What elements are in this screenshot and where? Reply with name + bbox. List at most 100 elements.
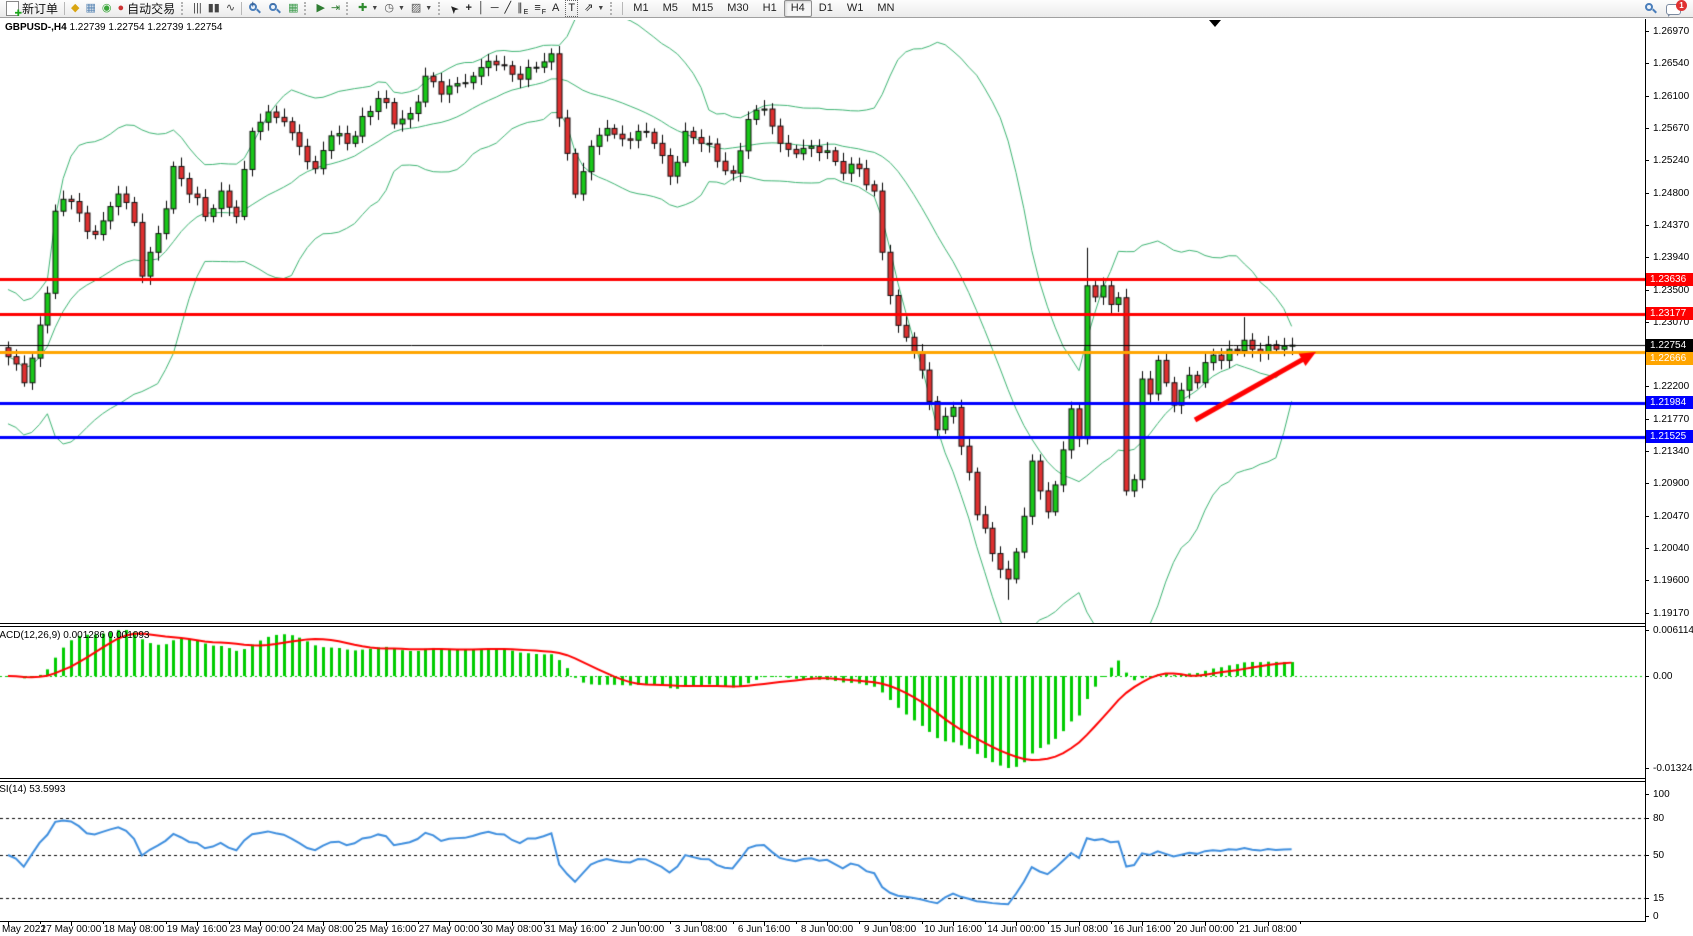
macd-pane-canvas[interactable] [0,627,1645,777]
time-tick [197,921,198,926]
price-tick-label: 1.25240 [1653,155,1690,166]
new-order-button-label: 新订单 [22,2,59,16]
time-tick [449,921,450,926]
timeframe-mn[interactable]: MN [877,2,895,14]
rsi-tick-label: 15 [1653,893,1665,904]
time-label: 10 Jun 16:00 [924,924,982,935]
bar-chart-button[interactable]: ||| [190,1,205,17]
time-tick [638,921,639,926]
autotrading-icon: ● [117,2,125,14]
price-line-label: 1.23177 [1646,307,1693,320]
time-subtick [166,921,167,924]
candlestick-chart-button[interactable]: ▮▮ [205,1,223,17]
text-label-button[interactable]: T [562,0,581,17]
crosshair-button[interactable]: + [462,1,474,17]
price-tick [1645,613,1649,614]
notification-badge: 1 [1676,0,1687,11]
horizontal-line-button[interactable]: ─ [488,1,502,17]
new-order-button[interactable]: ✚ 新订单 [3,1,61,18]
timeframe-m30[interactable]: M30 [727,2,749,14]
toolbar-grip [610,2,615,15]
price-tick-label: 1.20470 [1653,511,1690,522]
time-label: 18 May 08:00 [103,924,165,935]
time-subtick [544,921,545,924]
timeframe-h1[interactable]: H1 [762,2,777,14]
separator [64,2,66,15]
macd-tick-label: 0.006114 [1653,625,1693,636]
price-tick-label: 1.25670 [1653,123,1690,134]
templates-button[interactable]: ▨ ▼ [408,1,435,17]
cursor-icon: ➤ [446,1,462,17]
price-tick [1645,548,1649,549]
timeframe-w1[interactable]: W1 [846,2,864,14]
pane-divider [0,623,1645,624]
price-tick-label: 1.26100 [1653,91,1690,102]
time-subtick [481,921,482,924]
periods-button[interactable]: ◷ ▼ [381,1,408,17]
price-tick [1645,128,1649,129]
time-tick [386,921,387,926]
timeframe-m15[interactable]: M15 [691,2,714,14]
trendline-button[interactable]: ╱ [502,1,515,17]
main-chart-canvas[interactable] [0,20,1645,623]
timeframe-m1[interactable]: M1 [633,2,649,14]
time-tick [1142,921,1143,926]
arrow-tools-button[interactable]: ⇗ ▼ [581,1,607,17]
line-chart-button[interactable]: ∿ [223,1,238,17]
add-indicator-icon: ✚ [358,2,368,14]
tile-windows-icon: ▦ [288,2,299,14]
pane-divider [0,921,1645,922]
time-label: 20 Jun 00:00 [1176,924,1234,935]
mql-market-button[interactable]: ◆ [68,1,82,17]
auto-scroll-icon: ▶ [316,2,325,14]
time-subtick [229,921,230,924]
rsi-tick [1645,794,1649,795]
text-button[interactable]: A [549,1,562,17]
vertical-line-button[interactable]: │ [475,1,488,17]
rsi-pane-canvas[interactable] [0,782,1645,921]
cursor-button[interactable]: ➤ [447,1,462,17]
timeframe-m5[interactable]: M5 [662,2,678,14]
timeframe-h4[interactable]: H4 [783,0,812,17]
chart-shift-marker[interactable] [1209,20,1221,27]
time-subtick [1174,921,1175,924]
zoom-out-button[interactable]: − [265,0,285,17]
rsi-tick-label: 100 [1653,789,1670,800]
time-label: 21 Jun 08:00 [1239,924,1297,935]
time-subtick [1237,921,1238,924]
zoom-in-icon: + [248,0,262,16]
search-icon[interactable] [1644,2,1658,16]
time-tick [764,921,765,926]
fibonacci-button[interactable]: ≡ F [531,1,549,17]
macd-indicator-label: MACD(12,26,9) 0.001286 0.001093 [0,630,150,641]
signals-button[interactable]: ◉ [99,1,115,17]
arrow-tools-icon: ⇗ [584,2,594,14]
add-indicator-button[interactable]: ✚ ▼ [355,1,381,17]
price-tick-label: 1.22200 [1653,381,1690,392]
time-label: 23 May 00:00 [229,924,291,935]
chart-shift-icon: ⇥ [330,2,341,14]
price-tick [1645,451,1649,452]
price-tick-label: 1.26540 [1653,58,1690,69]
price-tick [1645,257,1649,258]
macd-tick [1645,676,1649,677]
autotrading-button[interactable]: ● 自动交易 [115,1,179,17]
price-tick-label: 1.21340 [1653,446,1690,457]
timeframe-d1[interactable]: D1 [818,2,833,14]
auto-scroll-button[interactable]: ▶ [313,1,327,17]
chart-shift-button[interactable]: ⇥ [328,1,343,17]
chat-icon[interactable]: 1 [1666,0,1687,17]
zoom-in-button[interactable]: + [245,0,265,17]
time-subtick [985,921,986,924]
price-axis-line [1645,19,1646,922]
price-tick [1645,225,1649,226]
price-tick [1645,31,1649,32]
equidistant-channel-button[interactable]: ∥ E [514,1,531,17]
tile-windows-button[interactable]: ▦ [285,1,301,17]
symbol-period-label: GBPUSD-,H4 [5,22,67,33]
fibonacci-icon: ≡ [534,2,541,14]
charts-window-button[interactable]: ▦ [82,1,98,17]
toolbar-grip [304,2,309,15]
